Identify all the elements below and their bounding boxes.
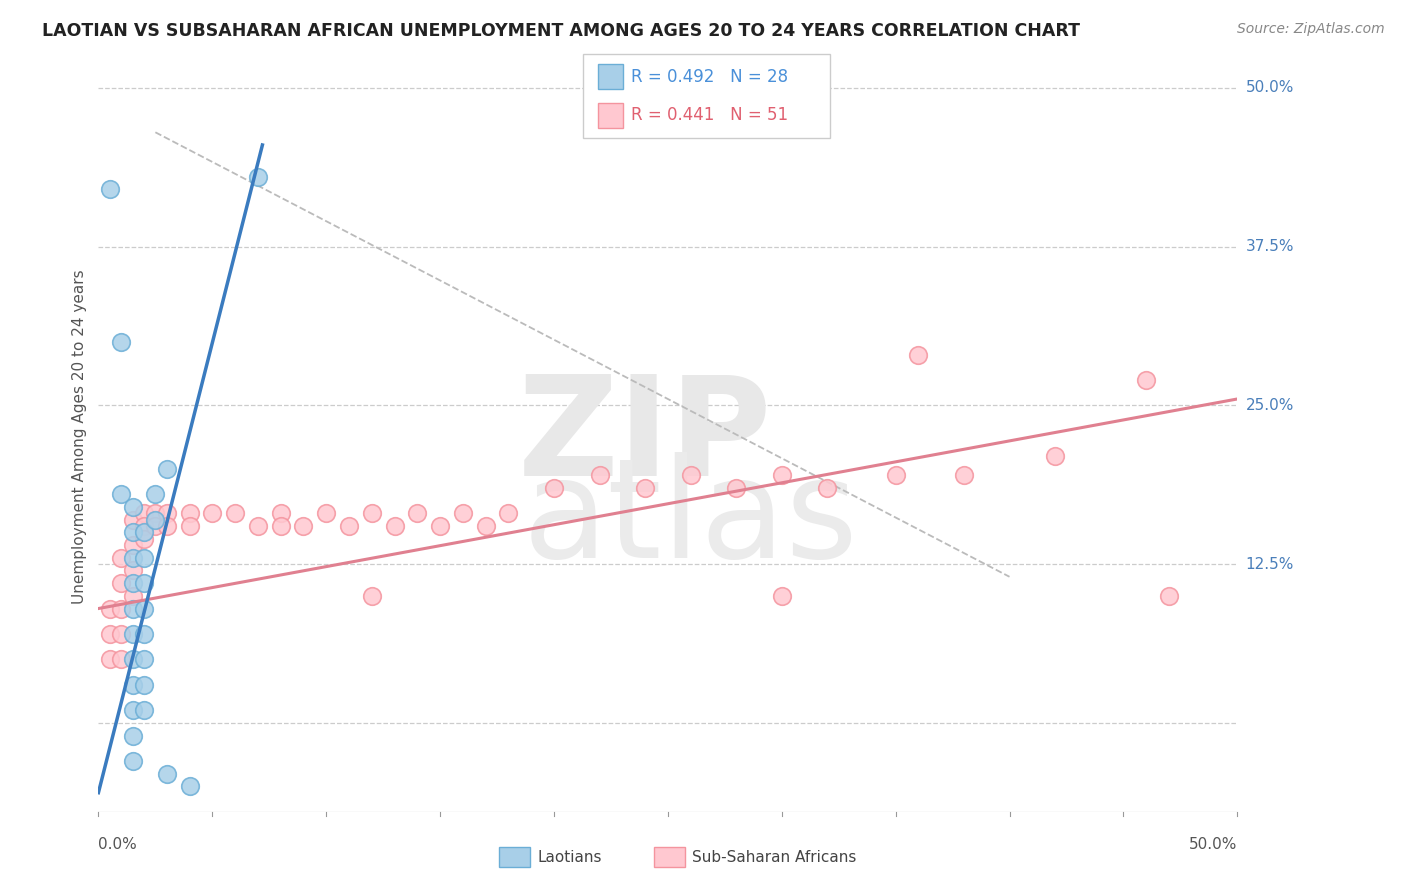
Point bbox=[132, 627, 155, 641]
Point bbox=[907, 347, 929, 361]
Point bbox=[121, 627, 143, 641]
Point bbox=[110, 576, 132, 591]
Point bbox=[110, 487, 132, 501]
Text: LAOTIAN VS SUBSAHARAN AFRICAN UNEMPLOYMENT AMONG AGES 20 TO 24 YEARS CORRELATION: LAOTIAN VS SUBSAHARAN AFRICAN UNEMPLOYME… bbox=[42, 22, 1080, 40]
Point bbox=[179, 519, 201, 533]
Point bbox=[132, 576, 155, 591]
Text: 25.0%: 25.0% bbox=[1246, 398, 1294, 413]
Point bbox=[270, 506, 292, 520]
Point bbox=[132, 678, 155, 692]
Point bbox=[121, 525, 143, 540]
Text: Sub-Saharan Africans: Sub-Saharan Africans bbox=[692, 850, 856, 864]
Point bbox=[429, 519, 451, 533]
Point bbox=[132, 550, 155, 565]
Point bbox=[337, 519, 360, 533]
Text: atlas: atlas bbox=[523, 452, 859, 587]
Point bbox=[110, 550, 132, 565]
Point bbox=[121, 538, 143, 552]
Point bbox=[110, 601, 132, 615]
Text: R = 0.441   N = 51: R = 0.441 N = 51 bbox=[631, 106, 789, 124]
Text: R = 0.492   N = 28: R = 0.492 N = 28 bbox=[631, 69, 789, 87]
Point bbox=[121, 729, 143, 743]
Point bbox=[1043, 449, 1066, 463]
Point bbox=[179, 506, 201, 520]
Point bbox=[292, 519, 315, 533]
Point bbox=[246, 169, 269, 184]
Y-axis label: Unemployment Among Ages 20 to 24 years: Unemployment Among Ages 20 to 24 years bbox=[72, 269, 87, 605]
Point bbox=[884, 468, 907, 483]
Point bbox=[132, 519, 155, 533]
Point bbox=[770, 589, 793, 603]
Point bbox=[1135, 373, 1157, 387]
Point bbox=[315, 506, 337, 520]
Point bbox=[132, 601, 155, 615]
Text: Source: ZipAtlas.com: Source: ZipAtlas.com bbox=[1237, 22, 1385, 37]
Point bbox=[110, 627, 132, 641]
Point bbox=[725, 481, 748, 495]
Point bbox=[543, 481, 565, 495]
Point bbox=[451, 506, 474, 520]
Point bbox=[110, 652, 132, 666]
Point bbox=[156, 462, 179, 476]
Point bbox=[406, 506, 429, 520]
Point bbox=[498, 506, 520, 520]
Point bbox=[121, 500, 143, 514]
Point bbox=[121, 550, 143, 565]
Point bbox=[121, 601, 143, 615]
Point bbox=[384, 519, 406, 533]
Point bbox=[98, 182, 121, 196]
Point bbox=[1157, 589, 1180, 603]
Point bbox=[634, 481, 657, 495]
Point bbox=[98, 601, 121, 615]
Text: Laotians: Laotians bbox=[537, 850, 602, 864]
Point bbox=[132, 532, 155, 546]
Point bbox=[98, 627, 121, 641]
Point bbox=[156, 766, 179, 780]
Point bbox=[110, 334, 132, 349]
Point bbox=[121, 563, 143, 577]
Point bbox=[156, 506, 179, 520]
Point bbox=[132, 652, 155, 666]
Point bbox=[132, 506, 155, 520]
Text: 50.0%: 50.0% bbox=[1246, 80, 1294, 95]
Point bbox=[121, 703, 143, 717]
Point bbox=[121, 513, 143, 527]
Point bbox=[679, 468, 702, 483]
Point bbox=[270, 519, 292, 533]
Text: 50.0%: 50.0% bbox=[1189, 837, 1237, 852]
Text: 12.5%: 12.5% bbox=[1246, 557, 1294, 572]
Text: ZIP: ZIP bbox=[517, 369, 772, 505]
Text: 0.0%: 0.0% bbox=[98, 837, 138, 852]
Point bbox=[815, 481, 838, 495]
Point bbox=[145, 513, 167, 527]
Point bbox=[156, 519, 179, 533]
Point bbox=[360, 506, 382, 520]
Point bbox=[953, 468, 976, 483]
Point bbox=[474, 519, 496, 533]
Point bbox=[121, 678, 143, 692]
Point bbox=[121, 576, 143, 591]
Point bbox=[201, 506, 224, 520]
Point bbox=[145, 506, 167, 520]
Point bbox=[121, 754, 143, 768]
Point bbox=[132, 525, 155, 540]
Point bbox=[246, 519, 269, 533]
Point bbox=[121, 589, 143, 603]
Point bbox=[98, 652, 121, 666]
Point bbox=[360, 589, 382, 603]
Point bbox=[770, 468, 793, 483]
Point bbox=[145, 519, 167, 533]
Point bbox=[224, 506, 246, 520]
Point bbox=[145, 487, 167, 501]
Point bbox=[179, 780, 201, 794]
Text: 37.5%: 37.5% bbox=[1246, 239, 1294, 254]
Point bbox=[121, 652, 143, 666]
Point bbox=[132, 703, 155, 717]
Point bbox=[588, 468, 610, 483]
